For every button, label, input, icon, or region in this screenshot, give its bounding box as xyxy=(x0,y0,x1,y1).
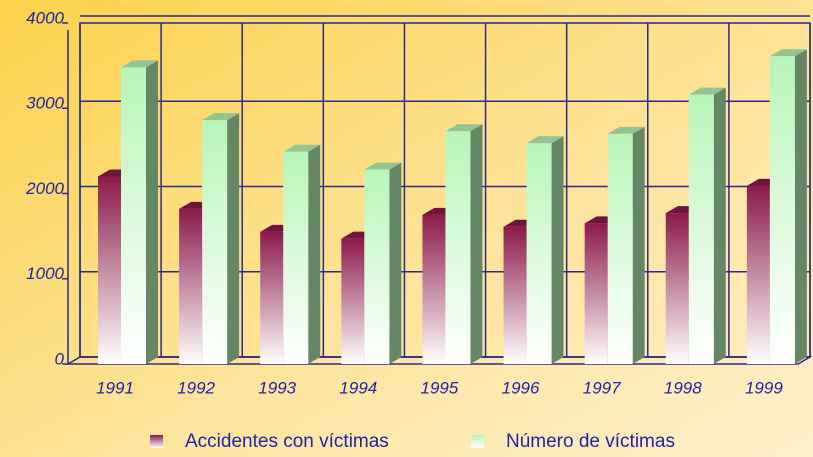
bar-top xyxy=(121,60,158,68)
bar xyxy=(769,56,795,365)
bar-top xyxy=(364,162,402,170)
bar xyxy=(422,214,446,364)
bar-side xyxy=(227,113,240,364)
bar xyxy=(445,131,471,364)
x-tick-label: 1991 xyxy=(96,378,134,397)
y-tick-label: 0 xyxy=(55,349,65,368)
bar xyxy=(746,185,770,364)
bar-top xyxy=(202,113,240,121)
bar-side xyxy=(146,60,158,364)
bar-side xyxy=(713,87,726,365)
bar xyxy=(283,151,309,364)
y-tick-label: 4000 xyxy=(26,8,64,27)
bar-side xyxy=(794,49,807,365)
legend-swatch xyxy=(471,435,484,448)
legend-swatch xyxy=(150,435,163,448)
bar xyxy=(607,133,633,364)
bar xyxy=(665,213,689,364)
bar-top xyxy=(445,124,483,132)
x-tick-label: 1993 xyxy=(258,378,296,397)
bar xyxy=(260,231,284,364)
bar xyxy=(526,143,552,364)
y-tick-label: 1000 xyxy=(26,264,64,283)
bar xyxy=(503,226,527,364)
bar-top xyxy=(769,49,807,57)
bar-side xyxy=(632,126,645,364)
x-tick-label: 1997 xyxy=(583,378,621,397)
bar xyxy=(584,223,608,364)
bar xyxy=(98,176,121,364)
legend-label: Accidentes con víctimas xyxy=(185,431,389,452)
x-tick-label: 1999 xyxy=(745,378,783,397)
x-tick-label: 1994 xyxy=(339,378,377,397)
bar xyxy=(179,208,203,364)
bar-side xyxy=(308,144,321,364)
y-tick-label: 3000 xyxy=(26,94,64,113)
bar-top xyxy=(607,126,645,134)
bar xyxy=(202,120,228,364)
bar-side xyxy=(389,162,402,364)
y-tick-label: 2000 xyxy=(25,179,64,198)
bar-top xyxy=(283,144,321,152)
bar xyxy=(341,238,365,364)
x-tick-label: 1995 xyxy=(421,378,459,397)
bar-top xyxy=(688,87,726,95)
bar xyxy=(364,169,390,364)
bar xyxy=(121,67,146,364)
x-tick-label: 1992 xyxy=(177,378,215,397)
x-tick-label: 1996 xyxy=(502,378,540,397)
bar xyxy=(688,94,714,365)
bar-side xyxy=(470,124,483,364)
legend-label: Número de víctimas xyxy=(506,431,675,452)
x-tick-label: 1998 xyxy=(664,378,702,397)
bar-top xyxy=(526,136,564,144)
bar-side xyxy=(551,136,564,364)
